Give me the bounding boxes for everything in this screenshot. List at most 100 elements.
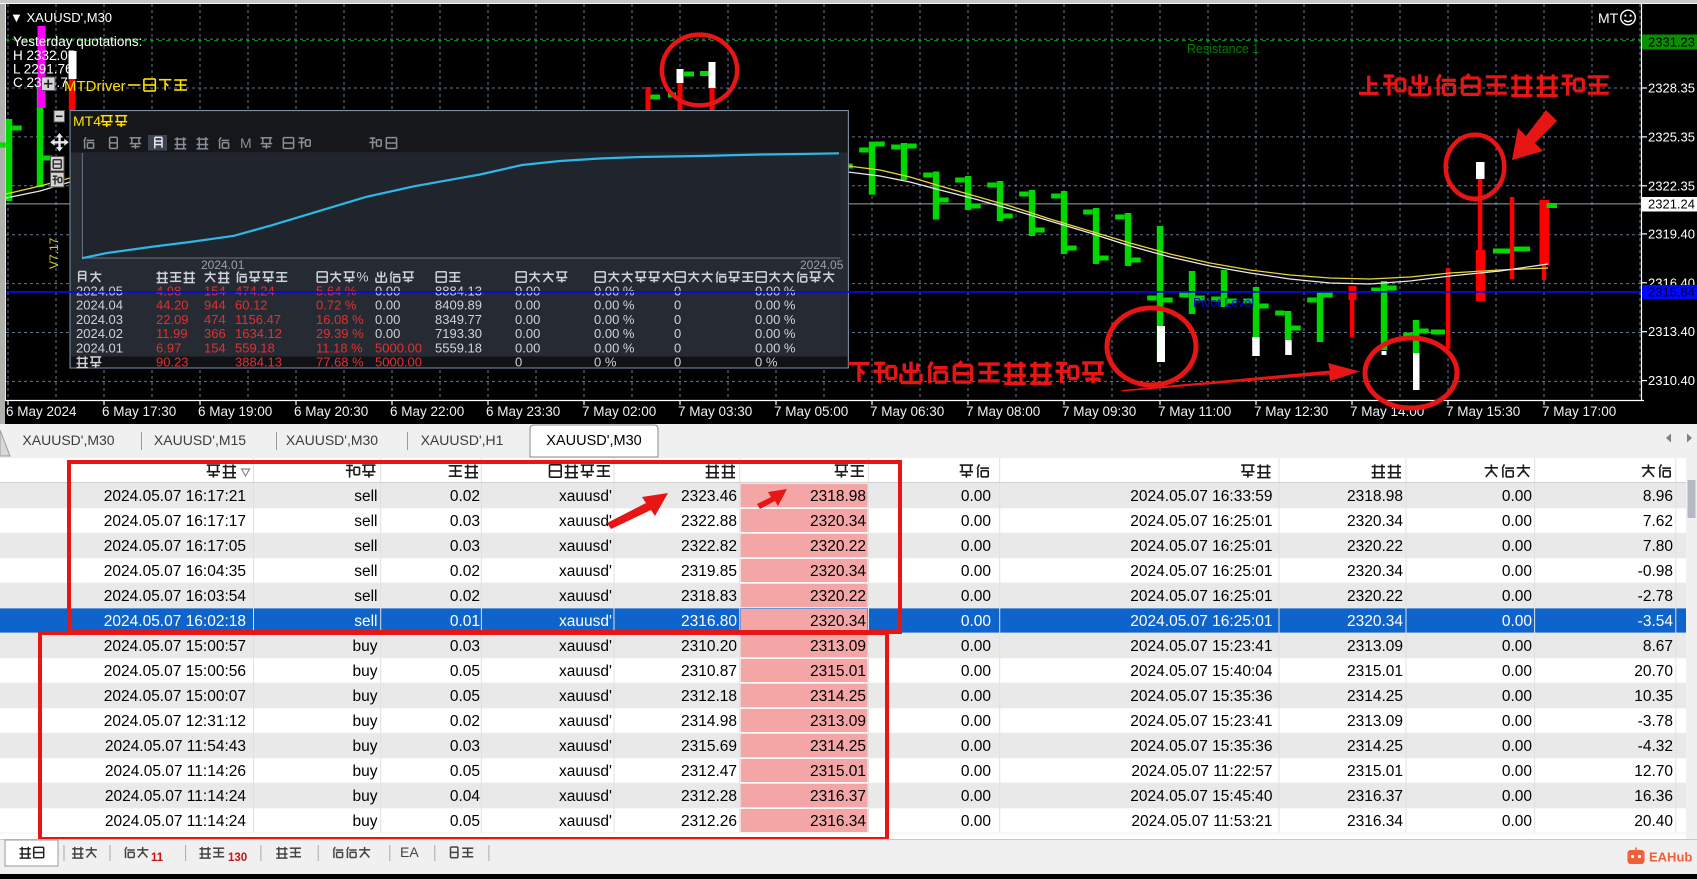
svg-text:0.00: 0.00	[1502, 738, 1533, 755]
svg-text:6 May 17:30: 6 May 17:30	[102, 404, 176, 419]
svg-text:6 May 20:30: 6 May 20:30	[294, 404, 368, 419]
svg-text:MT4: MT4	[73, 113, 101, 129]
svg-text:60.12: 60.12	[235, 298, 268, 313]
svg-text:2320.22: 2320.22	[1347, 538, 1403, 555]
svg-text:0.03: 0.03	[450, 513, 480, 530]
svg-text:2310.20: 2310.20	[681, 638, 737, 655]
svg-text:2321.24: 2321.24	[1648, 197, 1695, 212]
svg-text:22.09: 22.09	[156, 312, 189, 327]
svg-text:0.05: 0.05	[450, 688, 480, 705]
svg-text:0.00: 0.00	[375, 298, 400, 313]
svg-text:2024.05.07 16:25:01: 2024.05.07 16:25:01	[1130, 588, 1272, 605]
svg-text:2024.05.07 11:53:21: 2024.05.07 11:53:21	[1131, 813, 1272, 830]
svg-text:0.00: 0.00	[515, 326, 540, 341]
svg-text:2314.25: 2314.25	[810, 688, 866, 705]
svg-text:130: 130	[228, 852, 247, 864]
svg-text:0: 0	[674, 312, 681, 327]
svg-text:0.00: 0.00	[1502, 713, 1533, 730]
svg-text:xauusd': xauusd'	[559, 588, 612, 605]
svg-text:2024.01: 2024.01	[76, 340, 123, 355]
svg-text:Pivot Level: Pivot Level	[1193, 296, 1254, 310]
svg-text:2313.09: 2313.09	[810, 638, 866, 655]
svg-text:2318.98: 2318.98	[1347, 488, 1403, 505]
svg-text:EA: EA	[400, 844, 419, 860]
svg-text:2024.05.07 15:23:41: 2024.05.07 15:23:41	[1130, 638, 1272, 655]
svg-text:2320.22: 2320.22	[1347, 588, 1403, 605]
svg-text:29.39 %: 29.39 %	[316, 326, 364, 341]
svg-text:0: 0	[674, 355, 681, 370]
svg-text:xauusd': xauusd'	[559, 513, 612, 530]
svg-text:0.00: 0.00	[961, 638, 992, 655]
svg-text:2316.34: 2316.34	[810, 813, 866, 830]
svg-text:xauusd': xauusd'	[559, 663, 612, 680]
svg-text:2312.26: 2312.26	[681, 813, 737, 830]
svg-text:0.00: 0.00	[961, 713, 992, 730]
svg-text:154: 154	[204, 340, 226, 355]
svg-text:2320.34: 2320.34	[1347, 513, 1403, 530]
svg-text:xauusd': xauusd'	[559, 613, 612, 630]
svg-text:2320.22: 2320.22	[810, 588, 866, 605]
svg-text:2312.18: 2312.18	[681, 688, 737, 705]
svg-text:2024.05: 2024.05	[800, 258, 844, 272]
svg-text:0.05: 0.05	[450, 663, 480, 680]
svg-text:0.00: 0.00	[961, 613, 992, 630]
svg-text:0.05: 0.05	[450, 763, 480, 780]
svg-text:XAUUSD',M30: XAUUSD',M30	[22, 432, 114, 448]
svg-text:2024.05.07 15:00:07: 2024.05.07 15:00:07	[104, 688, 246, 705]
svg-text:0.00: 0.00	[961, 588, 992, 605]
svg-text:7 May 03:30: 7 May 03:30	[678, 404, 752, 419]
svg-text:2024.05.07 11:22:57: 2024.05.07 11:22:57	[1131, 763, 1272, 780]
svg-text:2320.22: 2320.22	[810, 538, 866, 555]
svg-text:8.96: 8.96	[1643, 488, 1673, 505]
svg-text:5559.18: 5559.18	[435, 340, 482, 355]
svg-text:0.00: 0.00	[1502, 488, 1533, 505]
svg-text:2024.05.07 11:54:43: 2024.05.07 11:54:43	[105, 738, 246, 755]
svg-text:0.00: 0.00	[961, 513, 992, 530]
svg-text:0.00: 0.00	[515, 312, 540, 327]
svg-text:2320.34: 2320.34	[810, 513, 866, 530]
svg-text:6 May 22:00: 6 May 22:00	[390, 404, 464, 419]
svg-text:XAUUSD',M30: XAUUSD',M30	[286, 432, 378, 448]
svg-text:0.00: 0.00	[1502, 663, 1533, 680]
svg-text:buy: buy	[353, 763, 378, 780]
svg-text:2316.80: 2316.80	[681, 613, 737, 630]
svg-text:EAHub: EAHub	[1649, 850, 1692, 865]
svg-text:0: 0	[515, 355, 522, 370]
svg-text:2024.03: 2024.03	[76, 312, 123, 327]
svg-text:0.00: 0.00	[375, 326, 400, 341]
svg-text:2024.05.07 11:14:24: 2024.05.07 11:14:24	[105, 813, 246, 830]
svg-text:0.00: 0.00	[961, 538, 992, 555]
svg-text:2319.85: 2319.85	[681, 563, 737, 580]
svg-text:L 2291.76: L 2291.76	[13, 62, 73, 77]
svg-text:M: M	[240, 135, 252, 151]
svg-text:0.00: 0.00	[961, 813, 992, 830]
svg-text:2024.05.07 15:23:41: 2024.05.07 15:23:41	[1130, 713, 1272, 730]
svg-text:0.00: 0.00	[1502, 613, 1533, 630]
svg-text:2024.05.07 15:00:57: 2024.05.07 15:00:57	[104, 638, 246, 655]
svg-text:2325.35: 2325.35	[1648, 129, 1695, 144]
svg-text:5000.00: 5000.00	[375, 355, 422, 370]
svg-text:0.00: 0.00	[1502, 788, 1533, 805]
svg-text:0.00 %: 0.00 %	[755, 298, 796, 313]
svg-text:-0.98: -0.98	[1638, 563, 1673, 580]
svg-text:2024.05.07 15:45:40: 2024.05.07 15:45:40	[1130, 788, 1273, 805]
svg-text:11.99: 11.99	[156, 326, 188, 341]
svg-text:0.05: 0.05	[450, 813, 480, 830]
svg-text:0.03: 0.03	[450, 638, 480, 655]
svg-text:2310.40: 2310.40	[1648, 373, 1695, 388]
svg-text:7 May 11:00: 7 May 11:00	[1158, 404, 1231, 419]
svg-text:8409.89: 8409.89	[435, 298, 482, 313]
svg-text:0.00 %: 0.00 %	[755, 326, 796, 341]
svg-text:0.00 %: 0.00 %	[594, 340, 635, 355]
svg-text:5000.00: 5000.00	[375, 340, 422, 355]
svg-text:xauusd': xauusd'	[559, 713, 612, 730]
svg-text:10.35: 10.35	[1634, 688, 1673, 705]
svg-text:2313.09: 2313.09	[1347, 638, 1403, 655]
svg-text:0.02: 0.02	[450, 563, 480, 580]
svg-text:2313.09: 2313.09	[810, 713, 866, 730]
svg-text:XAUUSD',M30: XAUUSD',M30	[546, 433, 641, 449]
svg-text:7 May 09:30: 7 May 09:30	[1062, 404, 1136, 419]
svg-text:%: %	[357, 270, 369, 285]
svg-text:2024.05.07 15:00:56: 2024.05.07 15:00:56	[104, 663, 246, 680]
svg-text:0.02: 0.02	[450, 588, 480, 605]
